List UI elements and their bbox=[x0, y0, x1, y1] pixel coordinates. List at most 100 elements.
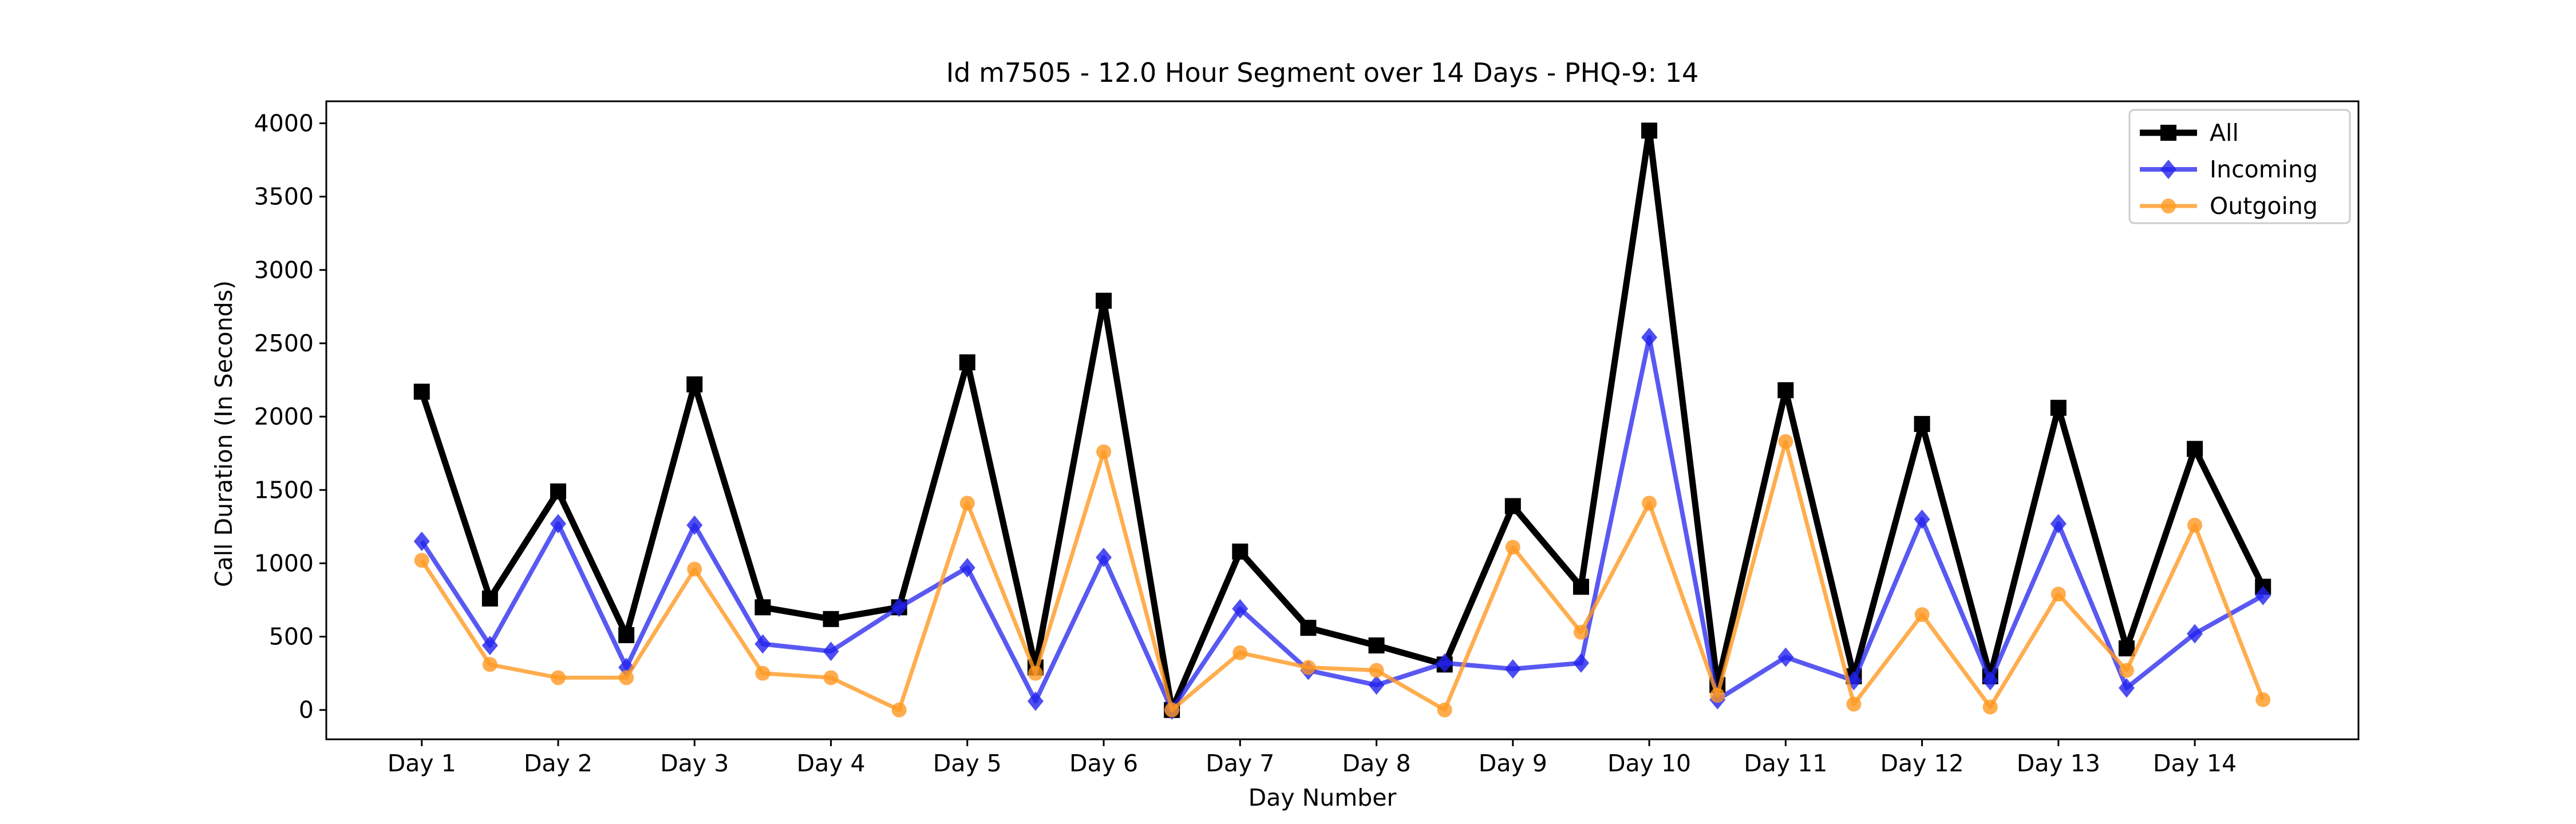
data-point-incoming bbox=[1573, 653, 1589, 673]
data-point-outgoing bbox=[1164, 702, 1180, 718]
data-point-outgoing bbox=[551, 670, 566, 686]
data-point-outgoing bbox=[1573, 624, 1589, 640]
x-tick-label: Day 3 bbox=[660, 750, 729, 777]
y-tick-label: 500 bbox=[269, 623, 314, 651]
y-tick-label: 4000 bbox=[254, 109, 314, 137]
y-axis-label: Call Duration (In Seconds) bbox=[210, 280, 238, 587]
data-point-outgoing bbox=[2187, 517, 2203, 533]
x-tick-label: Day 11 bbox=[1744, 750, 1827, 777]
data-point-outgoing bbox=[823, 670, 839, 686]
data-point-all bbox=[686, 376, 703, 393]
x-tick-label: Day 13 bbox=[2017, 750, 2100, 777]
y-tick-label: 0 bbox=[299, 696, 314, 724]
data-point-all bbox=[550, 483, 567, 500]
plot-frame bbox=[325, 100, 2360, 740]
y-tick-label: 1000 bbox=[254, 549, 314, 577]
data-point-all bbox=[754, 599, 771, 616]
series-line-incoming bbox=[420, 335, 2265, 712]
x-tick-label: Day 14 bbox=[2153, 750, 2237, 777]
data-point-incoming bbox=[1982, 671, 1998, 691]
data-point-outgoing bbox=[1505, 540, 1520, 555]
series-line-outgoing bbox=[420, 439, 2265, 712]
data-point-incoming bbox=[550, 514, 567, 534]
y-tick-label: 3000 bbox=[254, 256, 314, 284]
data-point-all bbox=[481, 590, 498, 607]
x-tick-label: Day 5 bbox=[933, 750, 1002, 777]
data-point-incoming bbox=[959, 558, 975, 578]
data-point-incoming bbox=[1504, 659, 1521, 679]
data-point-incoming bbox=[481, 635, 498, 655]
data-point-outgoing bbox=[1096, 444, 1112, 459]
data-point-outgoing bbox=[1301, 660, 1316, 675]
y-tick-label: 2500 bbox=[254, 330, 314, 357]
data-point-all bbox=[2050, 399, 2067, 416]
legend-label: All bbox=[2210, 119, 2239, 146]
y-tick-label: 3500 bbox=[254, 183, 314, 211]
data-point-incoming bbox=[686, 515, 703, 535]
data-point-all bbox=[1914, 415, 1930, 432]
data-point-all bbox=[823, 611, 839, 627]
data-point-outgoing bbox=[1642, 496, 1657, 511]
x-axis-label: Day Number bbox=[1249, 784, 1397, 811]
data-point-outgoing bbox=[482, 657, 497, 672]
data-point-outgoing bbox=[2255, 692, 2271, 707]
data-point-all bbox=[1368, 637, 1385, 653]
data-point-all bbox=[959, 354, 975, 371]
data-point-incoming bbox=[1777, 647, 1794, 667]
data-point-incoming bbox=[2118, 678, 2135, 698]
data-point-incoming bbox=[754, 634, 771, 654]
y-tick-label: 2000 bbox=[254, 403, 314, 430]
data-point-outgoing bbox=[1914, 607, 1930, 623]
plot-area: 0 500 1000 1500 2000 2500 3000 3500 4000 Day 1 Day… bbox=[254, 109, 2271, 777]
data-point-outgoing bbox=[959, 496, 975, 511]
data-point-outgoing bbox=[2050, 587, 2066, 602]
data-point-outgoing bbox=[891, 702, 907, 718]
data-point-incoming bbox=[2255, 585, 2271, 605]
data-point-incoming bbox=[1436, 653, 1453, 673]
x-tick-label: Day 7 bbox=[1206, 750, 1274, 777]
data-point-all bbox=[1096, 292, 1112, 309]
data-point-outgoing bbox=[619, 670, 634, 686]
x-tick-label: Day 9 bbox=[1479, 750, 1547, 777]
data-point-all bbox=[1777, 382, 1794, 398]
data-point-outgoing bbox=[1846, 696, 1862, 712]
data-point-outgoing bbox=[1369, 663, 1384, 678]
data-point-all bbox=[413, 383, 430, 400]
data-point-outgoing bbox=[1710, 688, 1725, 703]
x-tick-label: Day 10 bbox=[1607, 750, 1691, 777]
x-tick-label: Day 4 bbox=[797, 750, 866, 777]
x-tick-label: Day 1 bbox=[388, 750, 456, 777]
y-tick-label: 1500 bbox=[254, 476, 314, 504]
data-point-outgoing bbox=[755, 665, 771, 681]
data-point-all bbox=[2118, 640, 2135, 657]
data-point-outgoing bbox=[2119, 663, 2134, 678]
data-point-outgoing bbox=[414, 553, 429, 568]
series-outgoing bbox=[414, 434, 2271, 718]
data-point-all bbox=[2187, 441, 2203, 457]
legend-swatch-marker bbox=[2160, 125, 2176, 141]
data-point-incoming bbox=[1096, 548, 1112, 568]
data-point-incoming bbox=[2050, 514, 2067, 534]
data-point-outgoing bbox=[1232, 645, 1248, 660]
data-point-outgoing bbox=[1028, 665, 1043, 681]
data-point-incoming bbox=[891, 597, 907, 617]
legend-box bbox=[2128, 109, 2351, 224]
data-point-incoming bbox=[1027, 691, 1044, 711]
chart-title: Id m7505 - 12.0 Hour Segment over 14 Day… bbox=[946, 57, 1699, 88]
data-point-incoming bbox=[413, 531, 430, 551]
series-line-all bbox=[418, 127, 2266, 714]
data-point-all bbox=[1641, 122, 1658, 139]
data-point-all bbox=[1232, 543, 1249, 560]
data-point-all bbox=[618, 627, 635, 644]
data-point-incoming bbox=[1914, 509, 1930, 529]
x-tick-label: Day 12 bbox=[1880, 750, 1963, 777]
x-tick-label: Day 2 bbox=[524, 750, 592, 777]
data-point-incoming bbox=[2187, 624, 2203, 644]
data-point-incoming bbox=[1232, 599, 1249, 619]
legend: All Incoming Outgoing bbox=[2128, 109, 2351, 224]
x-tick-label: Day 6 bbox=[1069, 750, 1138, 777]
data-point-outgoing bbox=[1437, 702, 1452, 718]
data-point-all bbox=[1504, 498, 1521, 514]
